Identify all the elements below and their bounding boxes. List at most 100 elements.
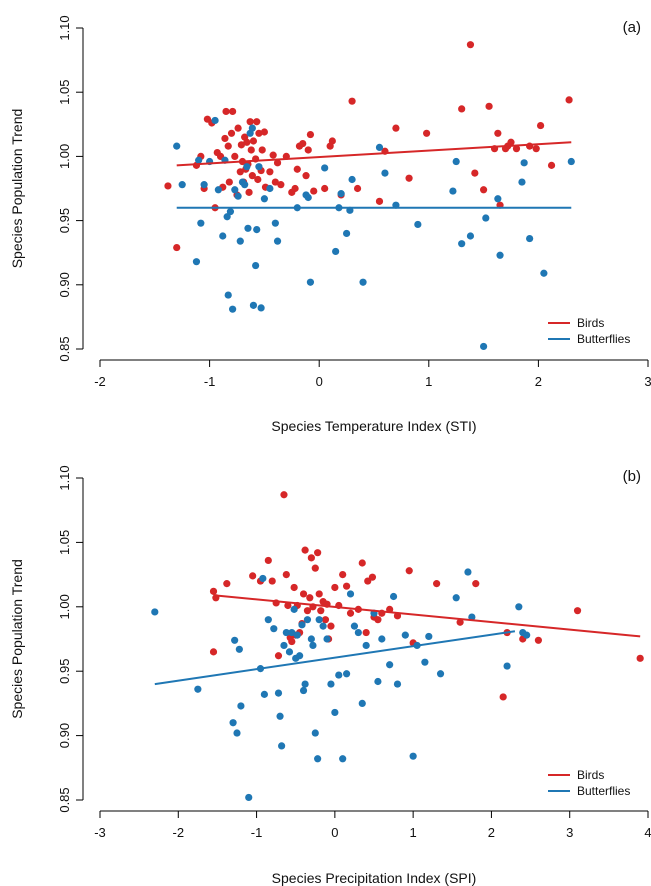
- data-point-birds: [288, 637, 296, 646]
- y-tick-label: 1.00: [57, 594, 72, 619]
- data-point-butterflies: [173, 142, 181, 150]
- y-tick-label: 0.90: [57, 723, 72, 748]
- data-point-butterflies: [482, 214, 490, 222]
- data-point-birds: [248, 172, 256, 180]
- data-point-birds: [249, 137, 258, 145]
- legend: Birds Butterflies: [548, 316, 630, 346]
- data-point-birds: [291, 184, 299, 193]
- data-point-butterflies: [359, 278, 367, 286]
- data-point-birds: [255, 129, 263, 137]
- legend-label-butterflies: Butterflies: [577, 784, 630, 798]
- data-point-butterflies: [273, 237, 282, 245]
- data-point-butterflies: [260, 690, 268, 698]
- data-point-birds: [343, 582, 351, 590]
- data-point-butterflies: [421, 658, 429, 666]
- data-point-birds: [221, 134, 229, 143]
- data-point-birds: [302, 172, 310, 180]
- data-point-butterflies: [243, 163, 251, 171]
- x-tick-label: 0: [331, 825, 338, 840]
- data-point-butterflies: [271, 219, 279, 227]
- trend-line-butterflies: [154, 630, 516, 686]
- data-point-birds: [282, 571, 290, 579]
- data-point-butterflies: [194, 685, 202, 693]
- data-point-butterflies: [311, 729, 319, 737]
- data-point-butterflies: [436, 670, 445, 678]
- series-birds-points: [209, 491, 644, 701]
- data-point-butterflies: [253, 225, 261, 234]
- data-point-butterflies: [278, 742, 286, 750]
- x-tick-label: -1: [251, 825, 263, 840]
- data-point-butterflies: [381, 169, 389, 177]
- data-point-birds: [247, 146, 255, 154]
- trend-line-birds: [213, 594, 641, 638]
- data-point-birds: [315, 590, 323, 598]
- data-point-birds: [499, 693, 507, 701]
- data-point-butterflies: [449, 187, 457, 195]
- data-point-birds: [512, 145, 521, 153]
- data-point-butterflies: [249, 301, 258, 309]
- data-point-birds: [321, 184, 329, 193]
- data-point-birds: [290, 583, 298, 592]
- data-point-birds: [222, 107, 230, 116]
- data-point-butterflies: [304, 193, 312, 202]
- x-tick-label: 2: [488, 825, 495, 840]
- data-point-butterflies: [237, 702, 245, 710]
- data-point-butterflies: [293, 631, 301, 639]
- data-point-butterflies: [241, 181, 249, 189]
- data-point-birds: [636, 654, 644, 662]
- x-tick-label: 3: [566, 825, 573, 840]
- data-point-butterflies: [244, 224, 252, 232]
- data-point-butterflies: [255, 163, 263, 171]
- data-point-butterflies: [452, 157, 460, 166]
- data-point-butterflies: [425, 632, 433, 641]
- data-point-butterflies: [266, 184, 274, 193]
- data-point-birds: [231, 152, 239, 160]
- data-point-butterflies: [151, 608, 159, 616]
- data-point-birds: [306, 594, 314, 602]
- data-point-butterflies: [409, 752, 417, 760]
- data-point-butterflies: [319, 622, 327, 630]
- data-point-butterflies: [235, 645, 243, 653]
- data-point-birds: [532, 145, 540, 153]
- data-point-birds: [317, 607, 325, 615]
- data-point-butterflies: [331, 708, 339, 717]
- data-point-butterflies: [314, 755, 322, 763]
- data-point-birds: [466, 41, 475, 49]
- data-point-butterflies: [503, 662, 511, 670]
- data-point-birds: [303, 607, 312, 615]
- data-point-birds: [573, 607, 582, 615]
- data-point-butterflies: [276, 712, 284, 720]
- data-point-butterflies: [362, 641, 370, 650]
- data-point-butterflies: [323, 635, 331, 643]
- data-point-butterflies: [229, 305, 237, 313]
- y-tick-label: 1.05: [57, 80, 72, 105]
- data-point-birds: [547, 161, 556, 169]
- legend-label-birds: Birds: [577, 768, 604, 782]
- y-tick-label: 1.00: [57, 144, 72, 169]
- data-point-birds: [249, 572, 257, 580]
- data-point-butterflies: [321, 164, 329, 172]
- data-point-butterflies: [335, 671, 343, 679]
- data-point-butterflies: [343, 670, 351, 678]
- data-point-butterflies: [296, 652, 304, 660]
- data-point-butterflies: [393, 680, 402, 688]
- data-point-butterflies: [540, 269, 548, 277]
- data-point-butterflies: [231, 636, 239, 644]
- data-point-butterflies: [236, 237, 244, 245]
- data-point-birds: [536, 121, 545, 130]
- data-point-birds: [565, 96, 573, 104]
- data-point-butterflies: [274, 689, 283, 697]
- data-point-butterflies: [260, 195, 268, 203]
- data-point-birds: [227, 129, 236, 137]
- data-point-butterflies: [348, 175, 356, 184]
- data-point-birds: [268, 577, 276, 585]
- chart-panel-2: -3 -2 -1 0 1 2 3 4 0.85 0.90 0.95 1.00 1.05 1.10 Speci…: [9, 465, 651, 886]
- data-point-butterflies: [523, 631, 531, 639]
- data-point-butterflies: [337, 190, 345, 198]
- data-point-birds: [458, 105, 466, 113]
- data-point-butterflies: [223, 213, 231, 221]
- data-point-birds: [264, 556, 272, 565]
- data-point-birds: [339, 571, 347, 579]
- trend-line-birds: [176, 141, 572, 167]
- data-point-butterflies: [339, 755, 347, 763]
